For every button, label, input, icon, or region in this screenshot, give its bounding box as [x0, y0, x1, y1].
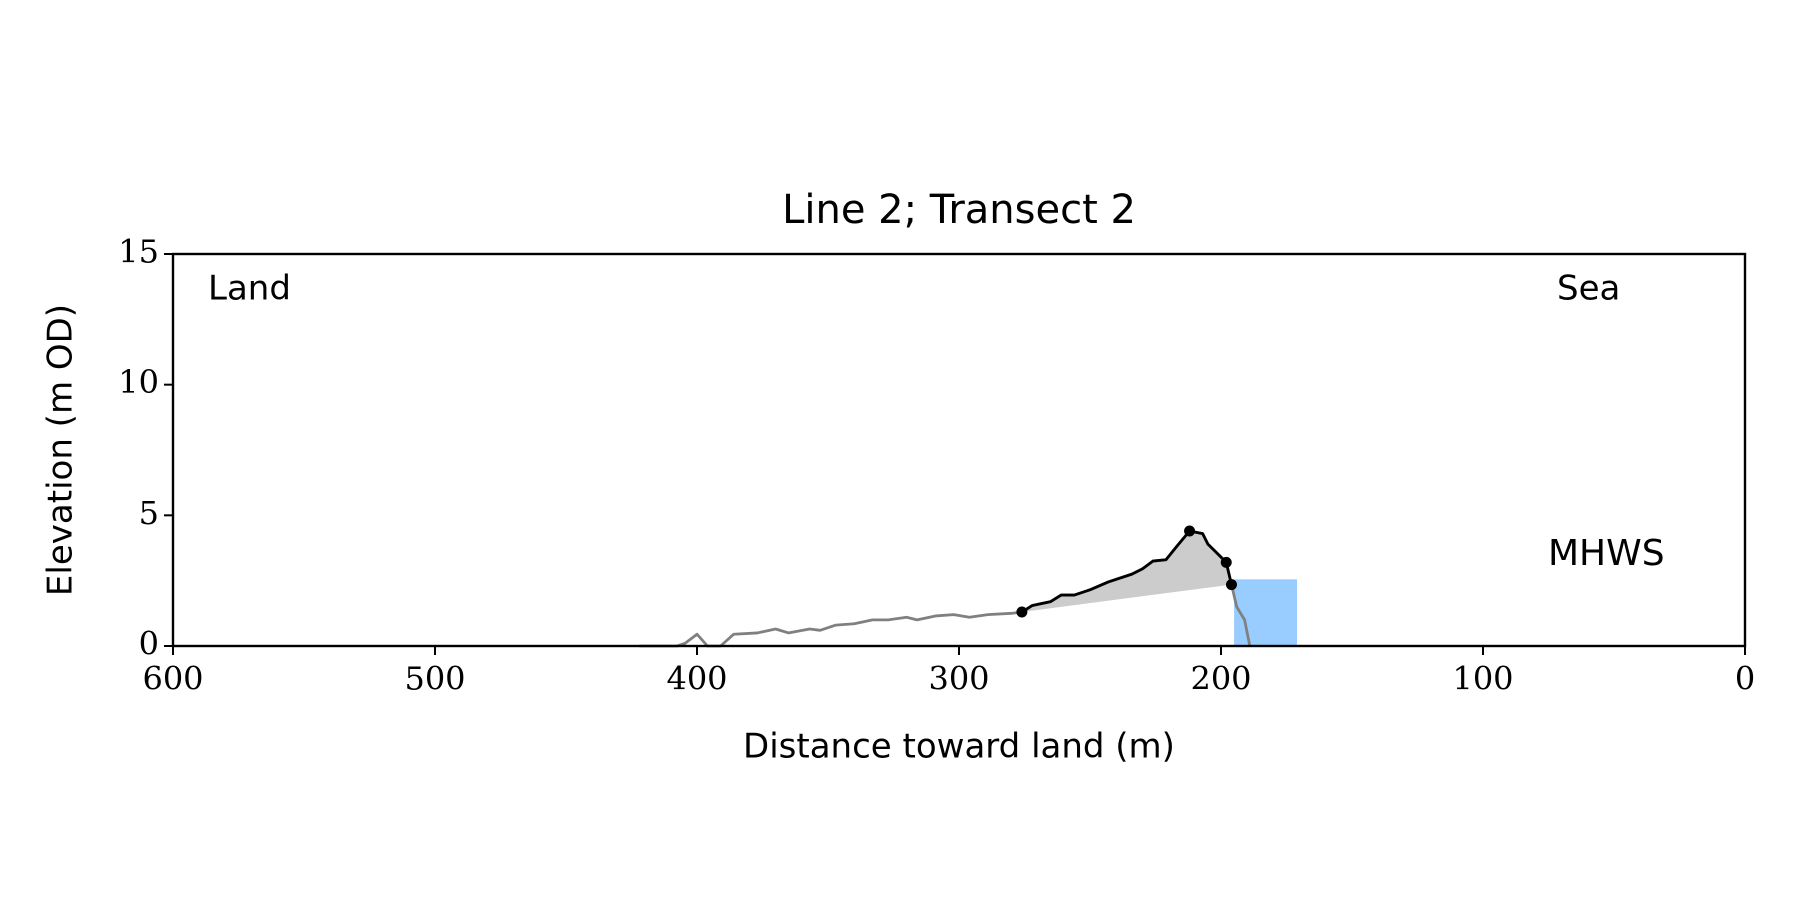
y-tick-label: 15	[118, 233, 159, 271]
crest-fill	[1021, 531, 1232, 613]
land-label: Land	[208, 269, 291, 309]
mhws-label: MHWS	[1548, 533, 1665, 574]
marker	[1225, 579, 1237, 591]
marker	[1184, 525, 1196, 537]
x-tick-label: 0	[1735, 660, 1755, 698]
x-tick-label: 300	[928, 660, 989, 698]
x-tick-label: 600	[142, 660, 203, 698]
marker	[1220, 556, 1232, 568]
marker	[1016, 606, 1028, 618]
x-tick-label: 400	[666, 660, 727, 698]
x-tick-label: 200	[1190, 660, 1251, 698]
x-axis-label: Distance toward land (m)	[743, 727, 1175, 767]
y-tick-label: 5	[139, 494, 159, 532]
plot-frame	[171, 252, 1747, 648]
x-tick-label: 100	[1452, 660, 1513, 698]
y-axis-label: Elevation (m OD)	[41, 304, 81, 596]
mhws-area	[1234, 579, 1297, 646]
sea-label: Sea	[1557, 269, 1620, 309]
y-tick-label: 0	[139, 625, 159, 663]
crest-line	[1021, 529, 1233, 614]
y-tick-label: 10	[118, 363, 159, 401]
x-tick-label: 500	[404, 660, 465, 698]
chart-title: Line 2; Transect 2	[782, 187, 1136, 233]
